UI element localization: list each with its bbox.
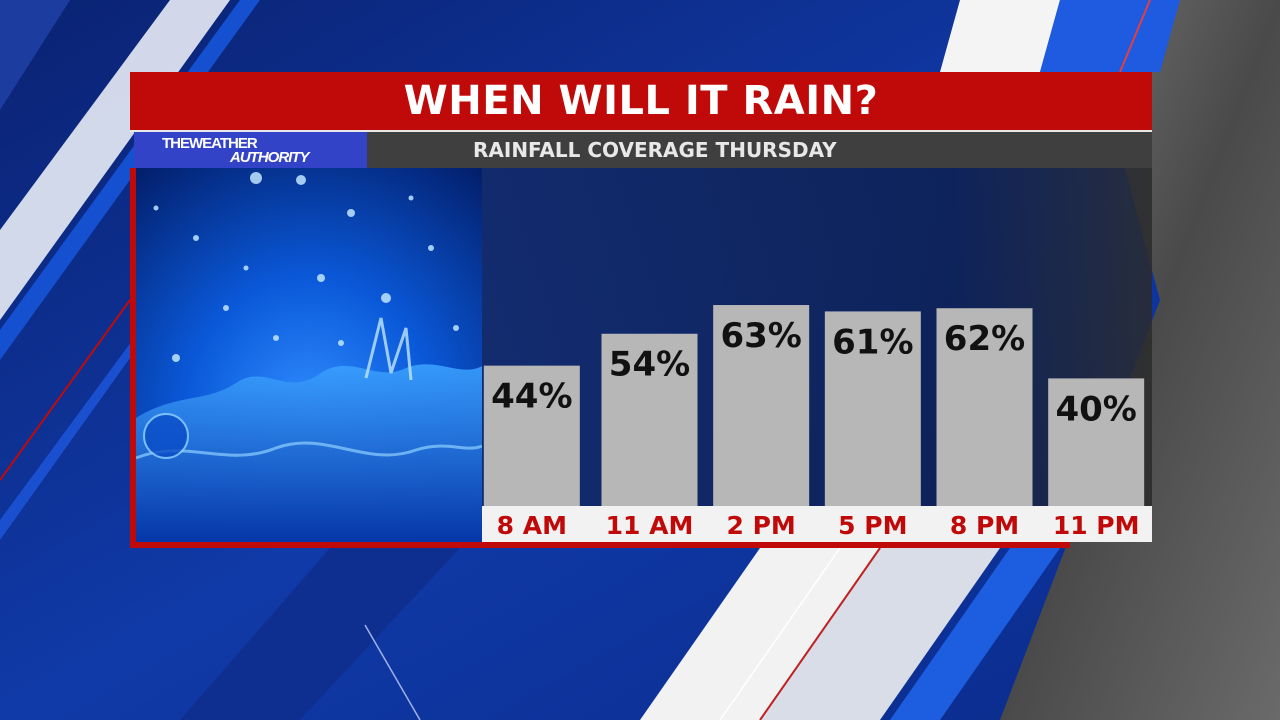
data-label: 44% [491, 377, 572, 417]
bar-chart-svg: 44% 54% 63% 61% 62% 40% [482, 168, 1152, 506]
left-accent-bar [130, 168, 136, 546]
bar-5-pm [824, 311, 921, 506]
bar-8-pm [936, 308, 1033, 506]
subtitle-bar: RAINFALL COVERAGE THURSDAY [367, 132, 1152, 168]
x-tick-label: 5 PM [838, 511, 907, 540]
data-label: 54% [609, 345, 690, 385]
x-tick-label: 11 AM [606, 511, 694, 540]
value-labels-group: 44% 54% 63% 61% 62% 40% [491, 316, 1137, 429]
x-tick-label: 2 PM [727, 511, 796, 540]
data-label: 63% [720, 316, 801, 356]
page-title: WHEN WILL IT RAIN? [403, 78, 879, 124]
logo-text-line1: THEWEATHER [162, 135, 258, 152]
bar-chart: 44% 54% 63% 61% 62% 40% [482, 168, 1152, 544]
data-label: 40% [1055, 389, 1136, 429]
station-logo: THEWEATHER AUTHORITY [134, 132, 367, 168]
bottom-accent-bar [130, 542, 1070, 548]
x-tick-label: 8 PM [950, 511, 1019, 540]
x-axis-label-strip: 8 AM 11 AM 2 PM 5 PM 8 PM 11 PM [482, 506, 1152, 542]
logo-text-line2: AUTHORITY [230, 149, 309, 166]
x-tick-label: 8 AM [497, 511, 567, 540]
bar-2-pm [713, 305, 810, 506]
bar-11-pm [1048, 378, 1145, 506]
title-bar: WHEN WILL IT RAIN? [130, 72, 1152, 132]
x-tick-label: 11 PM [1053, 511, 1140, 540]
chart-subtitle: RAINFALL COVERAGE THURSDAY [473, 138, 837, 162]
chart-background [482, 168, 1152, 506]
bar-8-am [483, 365, 580, 506]
rain-splash-image [136, 168, 482, 542]
bars-group [483, 305, 1145, 506]
data-label: 62% [944, 319, 1025, 359]
data-label: 61% [832, 322, 913, 362]
x-axis-labels: 8 AM 11 AM 2 PM 5 PM 8 PM 11 PM [497, 511, 1140, 540]
bar-11-am [601, 333, 698, 506]
graphic-panel: WHEN WILL IT RAIN? THEWEATHER AUTHORITY … [130, 72, 1152, 548]
